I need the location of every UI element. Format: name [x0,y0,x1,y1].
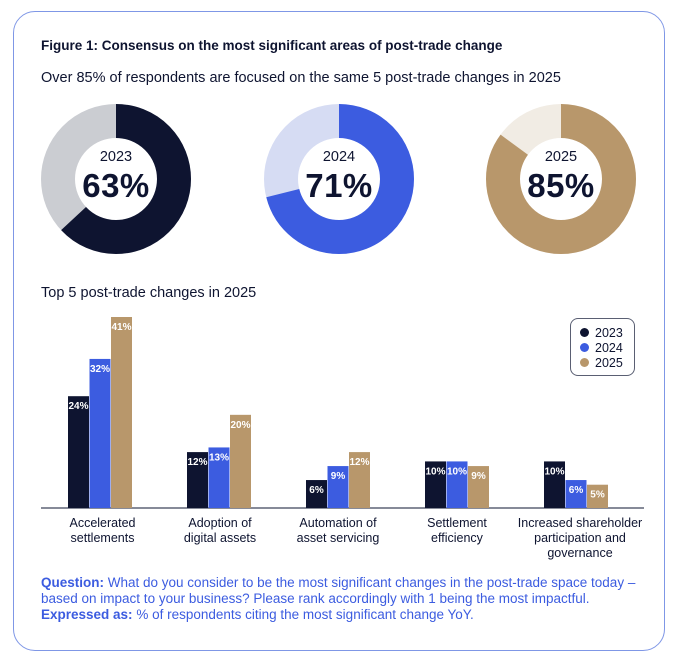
category-line: asset servicing [296,531,380,545]
figure-footer: Question: What do you consider to be the… [41,575,641,623]
donut-2024: 2024 71% [264,104,414,254]
donut-2025-value: 85% [527,167,595,204]
donut-2023: 2023 63% [41,104,191,254]
bar-2025-1 [230,414,251,508]
legend-label-2024: 2024 [595,340,623,355]
donut-value-arc [264,104,414,254]
legend-item-2025: 2025 [580,355,634,370]
donut-2023-ring [41,104,191,254]
bar-2025-0 [111,317,132,508]
bar-2024-4 [565,480,587,508]
bar-2024-1 [208,447,230,508]
bar-label-2025-3: 9% [471,471,486,482]
bar-label-2023-4: 10% [544,466,564,477]
category-line: efficiency [431,531,483,545]
donut-2023-value: 63% [82,167,150,204]
bar-2025-2 [349,452,370,508]
category-label-adoption-digital-assets: Adoption of digital assets [160,516,280,546]
category-line: Automation of [299,516,377,530]
bar-label-2024-2: 9% [331,471,346,482]
bar-label-2024-3: 10% [447,466,467,477]
bar-label-2024-4: 6% [569,485,584,496]
category-line: settlements [70,531,135,545]
legend-item-2024: 2024 [580,340,634,355]
bar-2023-1 [187,452,208,508]
bar-chart-title: Top 5 post-trade changes in 2025 [41,285,257,301]
figure-card [13,11,665,651]
question-text: What do you consider to be the most sign… [41,575,636,606]
legend-item-2023: 2023 [580,325,634,340]
expressed-label: Expressed as: [41,607,133,622]
bar-label-2024-1: 13% [209,452,229,463]
category-label-shareholder-participation: Increased shareholder participation and … [510,516,650,561]
bar-label-2023-3: 10% [425,466,445,477]
donut-2023-year: 2023 [99,149,133,165]
bar-2024-2 [327,466,349,508]
bar-2023-2 [306,480,327,508]
category-line: Increased shareholder [517,516,643,530]
bar-2024-0 [89,358,111,508]
donut-2024-ring [264,104,414,254]
bar-2023-3 [425,461,446,508]
question-label: Question: [41,575,104,590]
category-line: Accelerated [69,516,136,530]
category-line: participation and [534,531,626,545]
category-label-accelerated-settlements: Accelerated settlements [40,516,165,546]
legend-label-2023: 2023 [595,325,623,340]
bar-2023-4 [544,461,565,508]
donut-2024-year: 2024 [322,149,356,165]
legend-swatch-2024 [580,343,589,352]
legend-swatch-2023 [580,328,589,337]
category-line: governance [547,546,613,560]
chart-legend: 2023 2024 2025 [570,318,635,376]
figure-subtitle: Over 85% of respondents are focused on t… [41,70,561,86]
legend-label-2025: 2025 [595,355,623,370]
donut-2025: 2025 85% [486,104,636,254]
donut-2025-year: 2025 [544,149,578,165]
bar-label-2024-0: 32% [90,364,110,375]
bar-label-2025-1: 20% [230,420,250,431]
bar-label-2025-4: 5% [590,490,605,501]
donut-value-arc [41,104,191,254]
category-line: digital assets [183,531,257,545]
bar-2025-4 [587,484,608,508]
bar-label-2025-0: 41% [111,322,131,333]
donut-2024-value: 71% [305,167,373,204]
bar-label-2025-2: 12% [349,457,369,468]
legend-swatch-2025 [580,358,589,367]
bar-label-2023-0: 24% [68,401,88,412]
category-line: Adoption of [188,516,252,530]
category-label-automation-asset-servicing: Automation of asset servicing [278,516,398,546]
bar-label-2023-1: 12% [187,457,207,468]
bar-2024-3 [446,461,468,508]
bar-label-2023-2: 6% [309,485,324,496]
category-label-settlement-efficiency: Settlement efficiency [397,516,517,546]
expressed-text: % of respondents citing the most signifi… [136,607,474,622]
bar-2025-3 [468,466,489,508]
category-line: Settlement [427,516,487,530]
figure-title: Figure 1: Consensus on the most signific… [41,38,503,53]
donut-2025-ring [486,104,636,254]
donut-value-arc [486,104,636,254]
bar-2023-0 [68,396,89,508]
